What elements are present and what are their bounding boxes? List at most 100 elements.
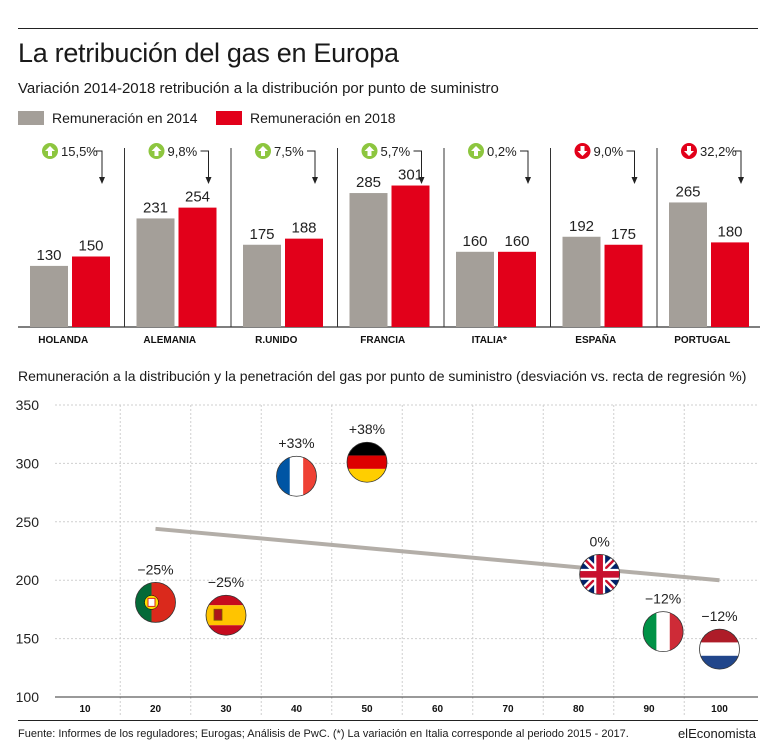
flag-band [206,625,246,636]
bar-category-label: ALEMANIA [143,335,196,346]
y-tick-label: 350 [16,397,40,413]
bar-value-2018: 150 [78,238,103,255]
legend-item-2014: Remuneración en 2014 [18,110,198,126]
change-bracket-arrowhead [631,177,638,184]
change-bracket-arrowhead [525,177,531,184]
bar-2014 [243,244,281,327]
flag-outline [205,594,247,636]
flag-band [347,455,387,469]
flag-outline [346,441,388,483]
legend-swatch-2018 [216,111,242,125]
portugal-flag-icon [135,581,176,623]
x-tick-label: 100 [711,704,728,715]
bar-2018 [178,207,217,327]
bar-2014 [30,265,68,327]
legend-swatch-2014 [18,111,44,125]
bar-2018 [604,244,643,327]
brand-logo: elEconomista [677,726,756,741]
bar-2018 [72,256,110,327]
legend-item-2018: Remuneración en 2018 [216,110,396,126]
arrow-up-glyph [258,146,268,156]
bar-2014 [136,218,175,327]
x-tick-label: 60 [432,704,444,715]
point-deviation-label: −25% [208,574,244,590]
legend-label-2018: Remuneración en 2018 [250,110,396,126]
bar-value-2014: 160 [462,233,487,250]
change-bracket [626,150,635,181]
change-bracket-arrowhead [312,177,318,184]
change-percent-label: 15,5% [61,144,98,159]
flag-band [135,582,152,623]
shield [147,597,156,607]
flag-outline [579,553,621,595]
bar-category-label: HOLANDA [38,335,88,346]
point-deviation-label: 0% [590,533,610,549]
flag-clip-group [643,611,684,652]
change-bracket-arrowhead [205,177,212,184]
y-tick-label: 200 [16,572,40,588]
change-bracket [307,150,316,181]
bar-2014 [562,236,601,327]
x-tick-label: 80 [573,704,585,715]
x-tick-label: 40 [291,704,303,715]
flag-band [699,642,740,656]
bar-category-label: ESPAÑA [575,333,616,346]
bar-2018 [498,251,536,327]
spain-flag-icon [205,594,247,636]
flag-band [303,456,317,497]
change-bracket [520,150,529,181]
bar-2018 [391,185,430,327]
source-note: Fuente: Informes de los reguladores; Eur… [18,728,629,740]
bar-value-2014: 130 [36,247,61,264]
flag-band [699,629,740,643]
x-tick-label: 20 [150,704,162,715]
y-tick-label: 150 [16,631,40,647]
bar-value-2018: 188 [291,220,316,237]
flag-clip-group [347,442,387,483]
flag-clip-group [579,554,620,595]
bar-category-label: FRANCIA [360,335,405,346]
flag-band [347,442,387,456]
bar-category-label: PORTUGAL [674,335,730,346]
regression-line [155,526,720,583]
flag-clip-group [206,595,246,636]
flag-outline [642,611,684,652]
flag-band [206,595,246,606]
flag-band [206,605,246,626]
flag-band [699,655,740,670]
flag-band [656,611,670,652]
flag-clip-group [276,456,317,497]
flag-band [669,611,684,652]
flag-clip-group [699,629,740,670]
bar-2018 [711,242,749,327]
coat-of-arms [213,608,223,621]
arrow-down-glyph [684,146,694,156]
cross-red-v [596,554,603,595]
y-tick-label: 100 [16,689,40,705]
bar-2014 [349,193,388,327]
arrow-down-glyph [577,146,588,156]
bar-value-2018: 301 [398,167,423,184]
bar-value-2018: 180 [717,223,742,240]
change-bracket-arrowhead [418,177,425,184]
flag-band [276,456,290,497]
bar-2014 [456,251,494,327]
bar-category-label: R.UNIDO [255,335,297,346]
uk-flag-icon [579,553,621,595]
arrow-up-glyph [45,146,55,156]
point-deviation-label: +38% [349,421,385,437]
bar-category-label: ITALIA* [472,335,507,346]
chart-subtitle: Variación 2014-2018 retribución a la dis… [18,80,499,97]
france-flag-icon [276,455,317,497]
bar-value-2018: 254 [185,189,210,206]
bar-value-2014: 231 [143,199,168,216]
bar-2018 [285,238,323,327]
y-tick-label: 250 [16,514,40,530]
bar-2014 [669,202,707,327]
point-deviation-label: −12% [701,608,737,624]
arrow-up-glyph [151,146,162,156]
change-bracket-arrowhead [99,177,105,184]
x-tick-label: 10 [79,704,91,715]
bar-value-2014: 192 [569,218,594,235]
arrow-up-glyph [471,146,481,156]
